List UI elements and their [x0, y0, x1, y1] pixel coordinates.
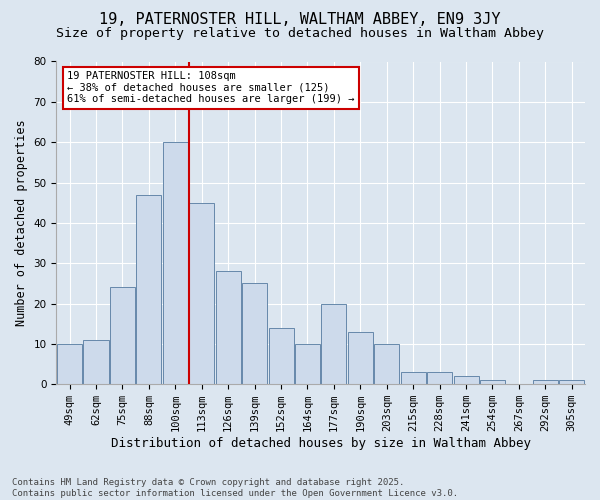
- Bar: [559, 380, 584, 384]
- Bar: [189, 202, 214, 384]
- X-axis label: Distribution of detached houses by size in Waltham Abbey: Distribution of detached houses by size …: [111, 437, 531, 450]
- Bar: [322, 304, 346, 384]
- Bar: [215, 272, 241, 384]
- Bar: [57, 344, 82, 384]
- Y-axis label: Number of detached properties: Number of detached properties: [15, 120, 28, 326]
- Text: Size of property relative to detached houses in Waltham Abbey: Size of property relative to detached ho…: [56, 28, 544, 40]
- Bar: [401, 372, 426, 384]
- Bar: [83, 340, 109, 384]
- Bar: [110, 288, 135, 384]
- Bar: [348, 332, 373, 384]
- Bar: [269, 328, 293, 384]
- Bar: [427, 372, 452, 384]
- Bar: [480, 380, 505, 384]
- Bar: [242, 284, 267, 384]
- Bar: [163, 142, 188, 384]
- Bar: [533, 380, 558, 384]
- Bar: [454, 376, 479, 384]
- Text: Contains HM Land Registry data © Crown copyright and database right 2025.
Contai: Contains HM Land Registry data © Crown c…: [12, 478, 458, 498]
- Bar: [374, 344, 400, 384]
- Bar: [136, 194, 161, 384]
- Text: 19 PATERNOSTER HILL: 108sqm
← 38% of detached houses are smaller (125)
61% of se: 19 PATERNOSTER HILL: 108sqm ← 38% of det…: [67, 71, 355, 104]
- Bar: [295, 344, 320, 384]
- Text: 19, PATERNOSTER HILL, WALTHAM ABBEY, EN9 3JY: 19, PATERNOSTER HILL, WALTHAM ABBEY, EN9…: [99, 12, 501, 28]
